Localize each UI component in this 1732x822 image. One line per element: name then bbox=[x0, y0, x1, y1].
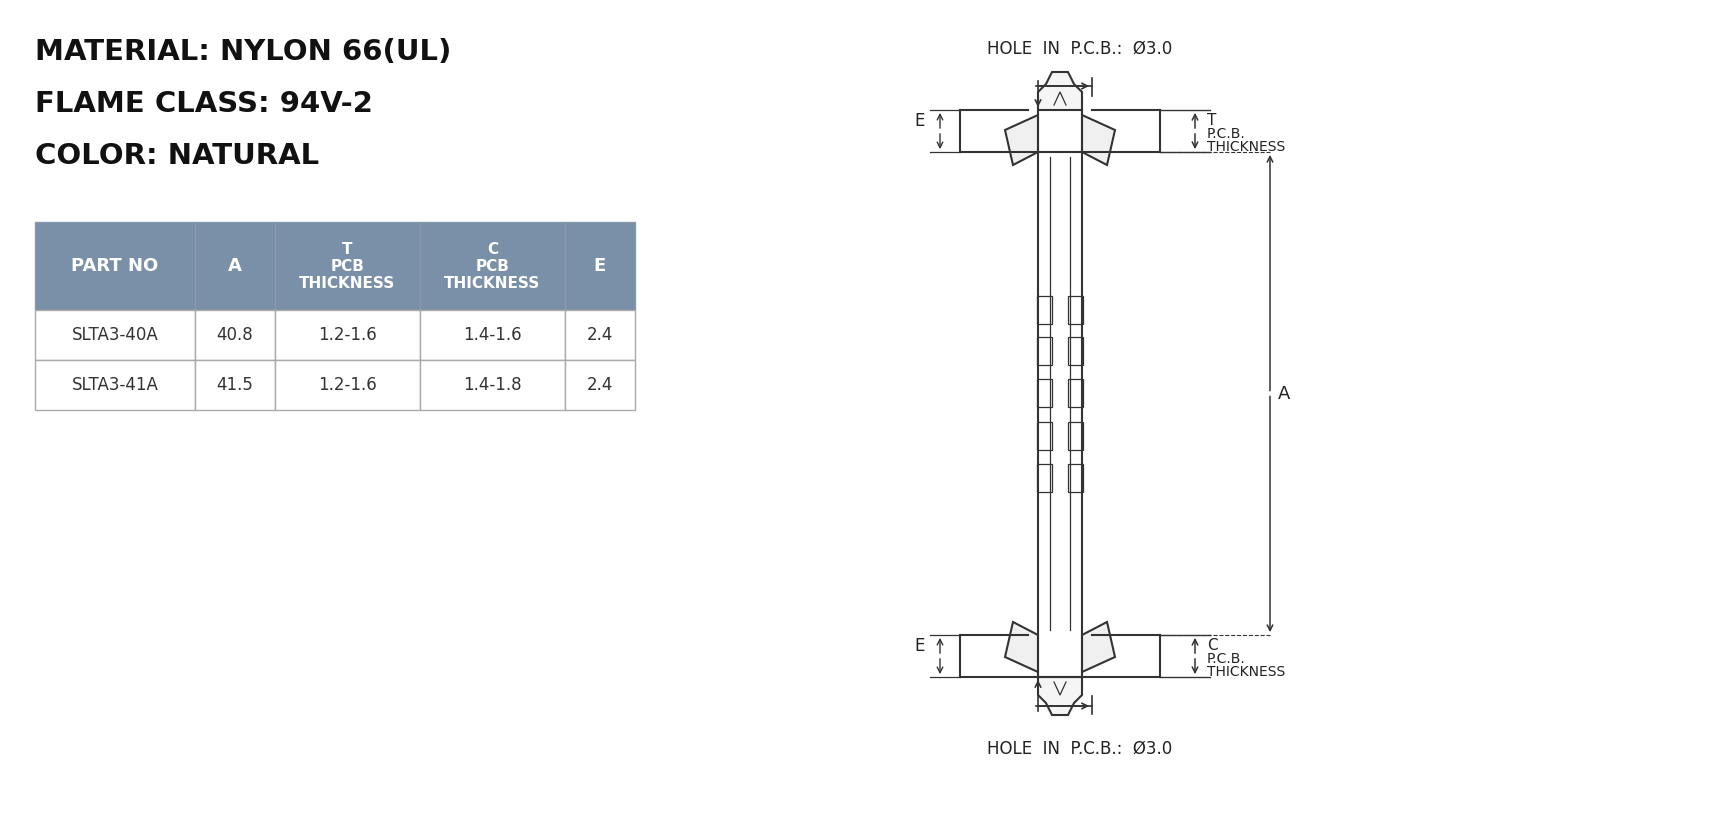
Text: E: E bbox=[914, 112, 925, 130]
Text: 2.4: 2.4 bbox=[587, 326, 613, 344]
Bar bbox=[1036, 295, 1051, 324]
Text: THICKNESS: THICKNESS bbox=[1205, 665, 1285, 679]
Text: THICKNESS: THICKNESS bbox=[1205, 140, 1285, 154]
Text: P.C.B.: P.C.B. bbox=[1205, 652, 1245, 666]
Text: 1.2-1.6: 1.2-1.6 bbox=[319, 376, 376, 394]
Text: COLOR: NATURAL: COLOR: NATURAL bbox=[35, 142, 319, 170]
Text: T: T bbox=[1205, 113, 1216, 128]
Text: MATERIAL: NYLON 66(UL): MATERIAL: NYLON 66(UL) bbox=[35, 38, 450, 66]
Bar bbox=[196, 310, 275, 360]
Text: SLTA3-40A: SLTA3-40A bbox=[71, 326, 158, 344]
Text: 1.4-1.8: 1.4-1.8 bbox=[462, 376, 521, 394]
Text: A: A bbox=[1276, 385, 1290, 403]
Bar bbox=[35, 360, 196, 410]
Bar bbox=[275, 222, 419, 310]
Bar bbox=[35, 310, 196, 360]
Text: C: C bbox=[487, 242, 497, 256]
Text: E: E bbox=[914, 637, 925, 655]
Bar bbox=[419, 310, 565, 360]
Text: FLAME CLASS: 94V-2: FLAME CLASS: 94V-2 bbox=[35, 90, 372, 118]
Polygon shape bbox=[1005, 622, 1037, 672]
Text: 41.5: 41.5 bbox=[216, 376, 253, 394]
Bar bbox=[35, 222, 196, 310]
Text: THICKNESS: THICKNESS bbox=[443, 275, 540, 290]
Polygon shape bbox=[1005, 115, 1037, 165]
Bar bbox=[1067, 464, 1082, 492]
Polygon shape bbox=[1037, 677, 1081, 715]
Bar bbox=[1067, 338, 1082, 366]
Polygon shape bbox=[1081, 622, 1114, 672]
Bar bbox=[1036, 338, 1051, 366]
Bar bbox=[565, 310, 634, 360]
Bar bbox=[275, 360, 419, 410]
Bar bbox=[1067, 295, 1082, 324]
Bar bbox=[1036, 380, 1051, 408]
Bar bbox=[419, 360, 565, 410]
Text: 40.8: 40.8 bbox=[216, 326, 253, 344]
Polygon shape bbox=[1081, 115, 1114, 165]
Text: PART NO: PART NO bbox=[71, 257, 159, 275]
Polygon shape bbox=[1037, 72, 1081, 110]
Text: C: C bbox=[1205, 638, 1218, 653]
Text: HOLE  IN  P.C.B.:  Ø3.0: HOLE IN P.C.B.: Ø3.0 bbox=[987, 40, 1173, 58]
Text: 2.4: 2.4 bbox=[587, 376, 613, 394]
Bar bbox=[565, 360, 634, 410]
Text: SLTA3-41A: SLTA3-41A bbox=[71, 376, 158, 394]
Text: PCB: PCB bbox=[475, 258, 509, 274]
Text: P.C.B.: P.C.B. bbox=[1205, 127, 1245, 141]
Bar bbox=[1067, 422, 1082, 450]
Text: 1.4-1.6: 1.4-1.6 bbox=[462, 326, 521, 344]
Text: T: T bbox=[341, 242, 353, 256]
Text: 1.2-1.6: 1.2-1.6 bbox=[319, 326, 376, 344]
Bar bbox=[1036, 464, 1051, 492]
Bar bbox=[1067, 380, 1082, 408]
Bar bbox=[196, 222, 275, 310]
Text: HOLE  IN  P.C.B.:  Ø3.0: HOLE IN P.C.B.: Ø3.0 bbox=[987, 740, 1173, 758]
Bar bbox=[196, 360, 275, 410]
Text: A: A bbox=[229, 257, 242, 275]
Text: THICKNESS: THICKNESS bbox=[300, 275, 395, 290]
Bar bbox=[275, 310, 419, 360]
Bar bbox=[419, 222, 565, 310]
Bar bbox=[565, 222, 634, 310]
Bar bbox=[1036, 422, 1051, 450]
Text: E: E bbox=[594, 257, 606, 275]
Text: PCB: PCB bbox=[331, 258, 364, 274]
